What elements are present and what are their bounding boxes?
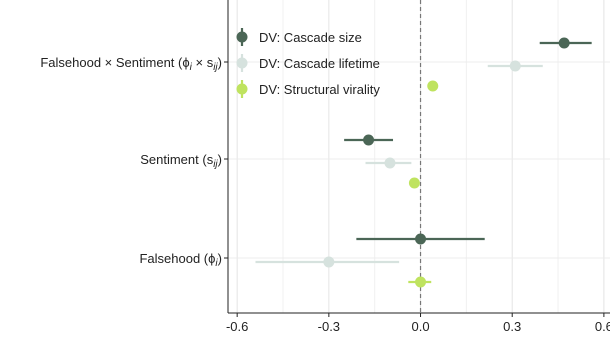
estimate-point [509, 60, 521, 72]
grid [228, 0, 610, 313]
estimate-point [363, 134, 375, 146]
legend-key-point [236, 31, 248, 43]
legend-label: DV: Cascade lifetime [259, 56, 380, 71]
estimate-point [384, 157, 396, 169]
estimate-point [415, 233, 427, 245]
x-tick-label: 0.6 [595, 319, 610, 334]
y-category-label: Sentiment (sij) [140, 152, 222, 170]
estimate-point [323, 256, 335, 268]
legend-label: DV: Structural virality [259, 82, 380, 97]
x-tick-label: 0.3 [503, 319, 521, 334]
estimate-point [408, 177, 420, 189]
estimates [255, 37, 592, 288]
legend-label: DV: Cascade size [259, 30, 362, 45]
x-tick-label: 0.0 [411, 319, 429, 334]
estimate-point [415, 276, 427, 288]
y-category-label: Falsehood (ϕi) [139, 251, 222, 269]
estimate-point [558, 37, 570, 49]
legend: DV: Cascade size DV: Cascade lifetime DV: … [236, 28, 380, 98]
y-axis-labels: Falsehood × Sentiment (ϕi × sij) Sentimen… [40, 55, 228, 269]
estimate-point [427, 80, 439, 92]
legend-key-point [236, 83, 248, 95]
x-tick-label: -0.6 [226, 319, 248, 334]
x-tick-label: -0.3 [318, 319, 340, 334]
x-axis: -0.6 -0.3 0.0 0.3 0.6 [226, 0, 610, 334]
legend-key-point [236, 57, 248, 69]
y-category-label: Falsehood × Sentiment (ϕi × sij) [40, 55, 222, 73]
